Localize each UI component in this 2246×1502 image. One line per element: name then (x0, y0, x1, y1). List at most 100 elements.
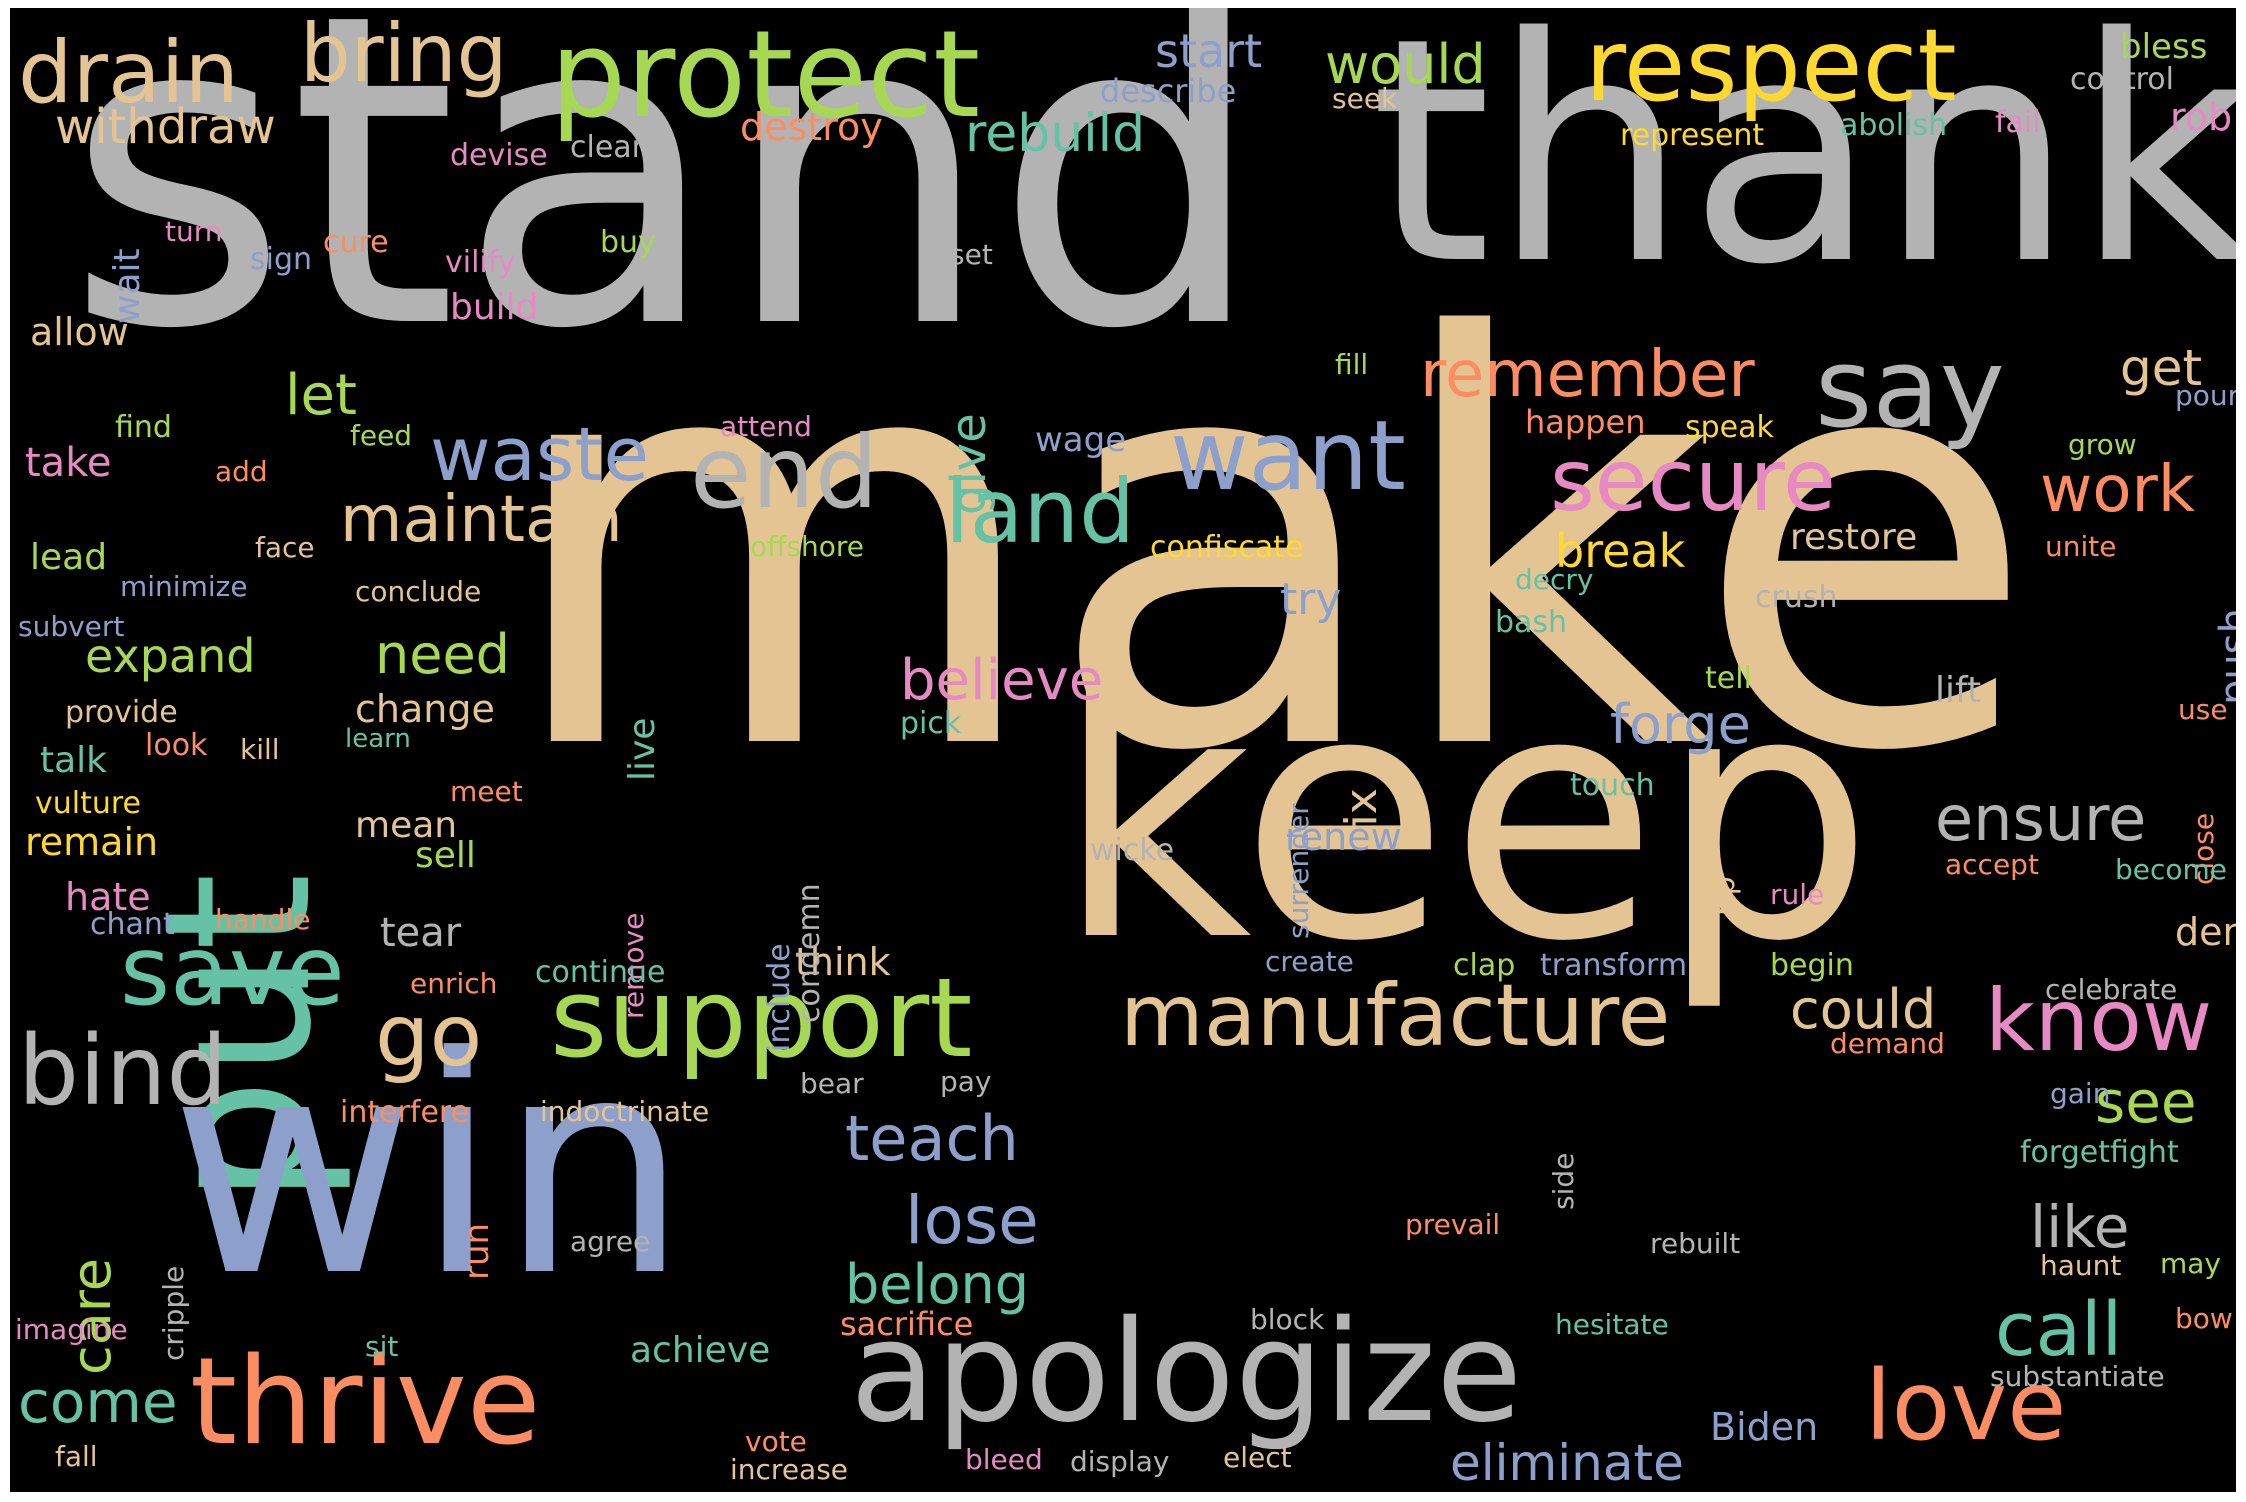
word-drain: drain (18, 23, 240, 123)
word-minimize: minimize (120, 570, 248, 603)
word-thrive: thrive (190, 1333, 541, 1472)
word-condemn: condemn (792, 883, 827, 1023)
word-forge: forge (1610, 693, 1751, 756)
word-need: need (375, 623, 510, 686)
word-tell: tell (1705, 661, 1752, 696)
word-expand: expand (85, 629, 256, 683)
word-vote: vote (745, 1425, 807, 1458)
word-face: face (255, 531, 315, 564)
word-vilify: vilify (445, 245, 516, 280)
word-break: break (1555, 524, 1686, 578)
word-take: take (25, 440, 112, 486)
word-bear: bear (800, 1067, 864, 1100)
word-seek: seek (1332, 82, 1398, 115)
word-imagine: imagine (15, 1313, 128, 1346)
word-display: display (1070, 1445, 1170, 1478)
word-ensure: ensure (1935, 782, 2147, 855)
word-rob: rob (2170, 95, 2233, 139)
word-sit: sit (365, 1330, 399, 1363)
word-provide: provide (65, 695, 178, 730)
word-rebuild: rebuild (965, 104, 1146, 164)
word-describe: describe (1100, 72, 1237, 110)
word-offshore: offshore (750, 530, 865, 563)
word-enrich: enrich (410, 967, 498, 1000)
word-teach: teach (845, 1102, 1019, 1175)
word-save: save (120, 915, 345, 1027)
word-surrender: surrender (1282, 803, 1315, 939)
word-attend: attend (720, 410, 812, 443)
word-bind: bind (18, 1015, 228, 1127)
word-happen: happen (1525, 403, 1646, 441)
word-start: start (1155, 24, 1263, 78)
word-destroy: destroy (740, 105, 883, 149)
word-abolish: abolish (1840, 108, 1948, 143)
word-hate: hate (65, 875, 151, 919)
word-try: try (1280, 574, 1342, 625)
word-end: end (690, 414, 879, 531)
word-bleed: bleed (965, 1443, 1043, 1476)
word-subvert: subvert (18, 610, 125, 643)
word-include: include (762, 943, 797, 1052)
word-learn: learn (345, 724, 411, 754)
word-bless: bless (2120, 27, 2208, 67)
word-celebrate: celebrate (2045, 973, 2178, 1006)
word-lose: lose (905, 1182, 1039, 1259)
word-may: may (2160, 1247, 2222, 1280)
word-buy: buy (600, 225, 656, 260)
word-achieve: achieve (630, 1330, 771, 1371)
word-agree: agree (570, 1225, 651, 1258)
word-fail: fail (1995, 105, 2041, 140)
word-win: win (170, 993, 689, 1342)
word-live: live (622, 718, 663, 782)
word-thank: thank (1370, 8, 2236, 333)
word-let: let (285, 363, 357, 428)
word-love: love (1865, 1350, 2067, 1462)
word-sell: sell (415, 835, 476, 876)
word-grow: grow (2068, 428, 2137, 461)
word-build: build (450, 287, 539, 328)
word-vulture: vulture (35, 786, 142, 821)
word-think: think (795, 940, 891, 984)
word-demand: demand (1830, 1027, 1945, 1060)
word-talk: talk (40, 740, 108, 781)
word-bow: bow (2175, 1302, 2233, 1335)
word-pick: pick (900, 706, 962, 741)
word-see: see (2095, 1068, 2197, 1136)
word-indoctrinate: indoctrinate (540, 1095, 710, 1128)
word-pour: pour (2175, 379, 2236, 412)
word-set: set (950, 238, 993, 271)
word-bring: bring (300, 8, 508, 100)
word-allow: allow (30, 310, 129, 354)
word-maintain: maintain (340, 483, 623, 557)
word-increase: increase (730, 1453, 849, 1486)
word-clap: clap (1453, 948, 1516, 983)
word-side: side (1547, 1153, 1580, 1211)
word-elect: elect (1223, 1441, 1292, 1474)
word-fill: fill (1335, 348, 1369, 381)
word-use: use (2178, 693, 2228, 726)
word-forgetfight: forgetfight (2020, 1135, 2179, 1170)
word-crush: crush (1755, 580, 1838, 615)
word-deny: deny (2175, 910, 2236, 954)
word-substantiate: substantiate (1990, 1360, 2165, 1393)
word-lift: lift (1935, 670, 1982, 711)
word-apologize: apologize (850, 1291, 1523, 1454)
word-protect: protect (550, 8, 981, 145)
word-turn: turn (165, 215, 223, 248)
word-change: change (355, 687, 495, 731)
word-begin: begin (1770, 948, 1854, 983)
word-go: go (375, 986, 483, 1086)
word-chant: chant (90, 907, 175, 942)
word-belong: belong (845, 1253, 1030, 1316)
word-eliminate: eliminate (1450, 1434, 1684, 1492)
word-create: create (1265, 945, 1354, 978)
word-renew: renew (1285, 815, 1402, 859)
word-wage: wage (1035, 420, 1127, 460)
word-wait: wait (107, 248, 148, 324)
word-sign: sign (250, 242, 313, 277)
word-push: push (2212, 608, 2236, 705)
word-gain: gain (2050, 1077, 2111, 1110)
word-biden: Biden (1710, 1405, 1819, 1449)
word-cripple: cripple (157, 1266, 190, 1362)
word-feed: feed (350, 419, 413, 452)
